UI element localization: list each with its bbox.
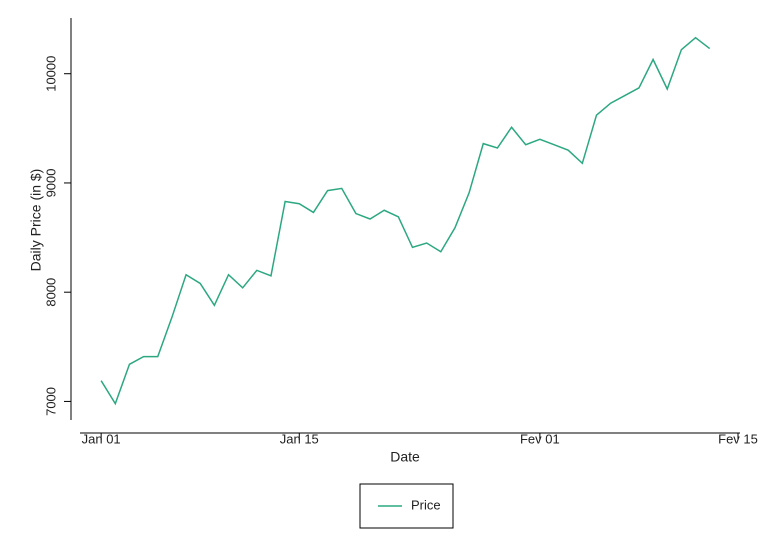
x-tick-label: Jan 01: [82, 431, 121, 446]
y-tick-label: 10000: [43, 56, 58, 92]
x-axis-title: Date: [390, 449, 420, 465]
y-tick-label: 7000: [43, 387, 58, 416]
y-tick-label: 8000: [43, 278, 58, 307]
y-axis-title: Daily Price (in $): [28, 169, 44, 272]
x-tick-label: Fev 15: [718, 431, 758, 446]
y-tick-label: 9000: [43, 168, 58, 197]
price-line: [100, 36, 711, 406]
legend-box: [359, 483, 454, 529]
x-tick-label: Fev 01: [520, 431, 560, 446]
x-tick-label: Jan 15: [280, 431, 319, 446]
legend-label: Price: [411, 497, 441, 512]
